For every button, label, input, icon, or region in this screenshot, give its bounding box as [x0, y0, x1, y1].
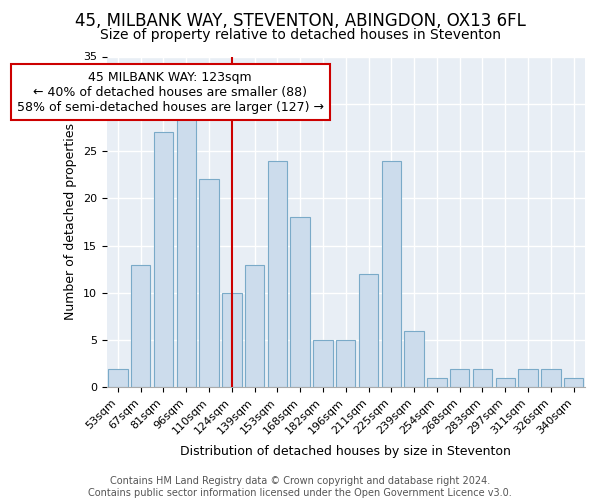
- Text: Size of property relative to detached houses in Steventon: Size of property relative to detached ho…: [100, 28, 500, 42]
- Bar: [450, 368, 469, 388]
- Bar: [268, 160, 287, 388]
- Bar: [245, 264, 264, 388]
- Text: 45, MILBANK WAY, STEVENTON, ABINGDON, OX13 6FL: 45, MILBANK WAY, STEVENTON, ABINGDON, OX…: [74, 12, 526, 30]
- Bar: [564, 378, 583, 388]
- Bar: [154, 132, 173, 388]
- Bar: [518, 368, 538, 388]
- Text: Contains HM Land Registry data © Crown copyright and database right 2024.
Contai: Contains HM Land Registry data © Crown c…: [88, 476, 512, 498]
- Text: 45 MILBANK WAY: 123sqm
← 40% of detached houses are smaller (88)
58% of semi-det: 45 MILBANK WAY: 123sqm ← 40% of detached…: [17, 70, 324, 114]
- Bar: [382, 160, 401, 388]
- Bar: [427, 378, 446, 388]
- Bar: [290, 218, 310, 388]
- X-axis label: Distribution of detached houses by size in Steventon: Distribution of detached houses by size …: [181, 444, 511, 458]
- Bar: [473, 368, 492, 388]
- Bar: [176, 113, 196, 388]
- Bar: [131, 264, 151, 388]
- Bar: [313, 340, 332, 388]
- Bar: [336, 340, 355, 388]
- Bar: [222, 293, 242, 388]
- Bar: [108, 368, 128, 388]
- Bar: [199, 180, 219, 388]
- Bar: [404, 330, 424, 388]
- Bar: [359, 274, 378, 388]
- Bar: [496, 378, 515, 388]
- Bar: [541, 368, 560, 388]
- Y-axis label: Number of detached properties: Number of detached properties: [64, 124, 77, 320]
